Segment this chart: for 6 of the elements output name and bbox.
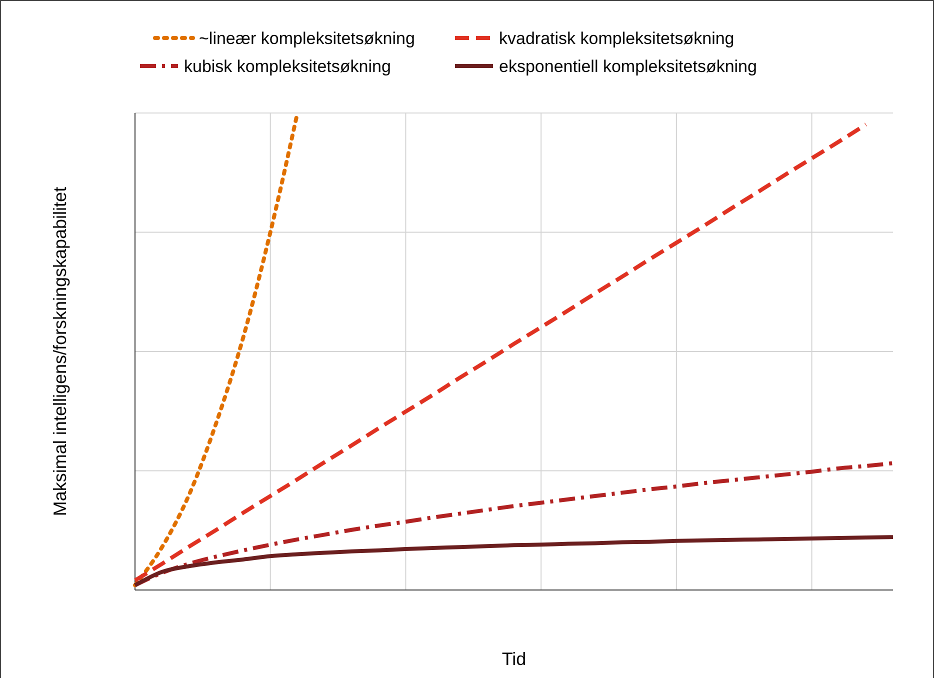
legend-label: eksponentiell kompleksitetsøkning: [499, 57, 757, 76]
legend-label: kubisk kompleksitetsøkning: [184, 57, 391, 76]
legend-label: ~lineær kompleksitetsøkning: [199, 29, 415, 48]
legend-label: kvadratisk kompleksitetsøkning: [499, 29, 734, 48]
x-axis-title: Tid: [502, 649, 526, 669]
y-axis-title: Maksimal intelligens/forskningskapabilitet: [50, 186, 70, 516]
